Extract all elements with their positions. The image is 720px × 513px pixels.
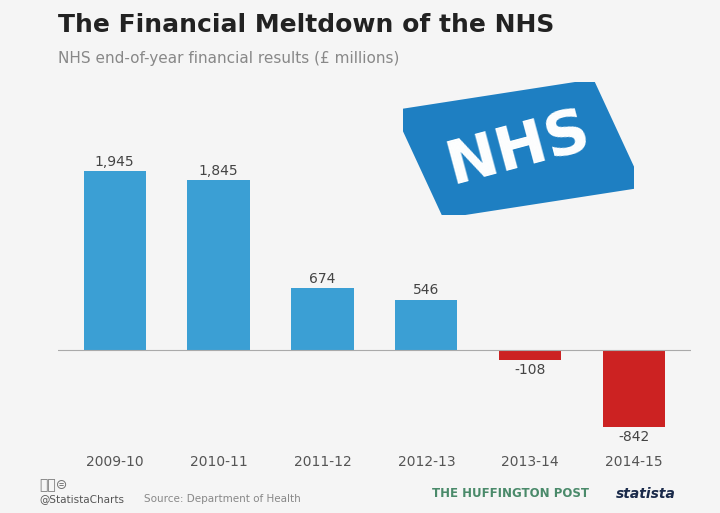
Text: Ⓒⓘ⊜: Ⓒⓘ⊜ <box>40 478 68 492</box>
Text: 546: 546 <box>413 283 439 298</box>
Text: -842: -842 <box>618 430 649 444</box>
Text: -108: -108 <box>515 363 546 377</box>
Text: THE HUFFINGTON POST: THE HUFFINGTON POST <box>432 487 589 500</box>
Text: 1,945: 1,945 <box>95 155 135 169</box>
Bar <box>499 350 562 360</box>
Text: NHS end-of-year financial results (£ millions): NHS end-of-year financial results (£ mil… <box>58 51 399 66</box>
FancyBboxPatch shape <box>393 79 644 219</box>
Text: 674: 674 <box>310 271 336 286</box>
Bar <box>603 350 665 427</box>
Text: Source: Department of Health: Source: Department of Health <box>144 494 301 504</box>
Bar <box>395 300 457 350</box>
Text: statista: statista <box>616 486 675 501</box>
Text: @StatistaCharts: @StatistaCharts <box>40 494 125 504</box>
Text: 1,845: 1,845 <box>199 164 238 178</box>
Bar <box>292 288 354 350</box>
Bar <box>187 180 250 350</box>
Bar <box>84 171 146 350</box>
Text: The Financial Meltdown of the NHS: The Financial Meltdown of the NHS <box>58 13 554 37</box>
Text: NHS: NHS <box>440 102 597 196</box>
